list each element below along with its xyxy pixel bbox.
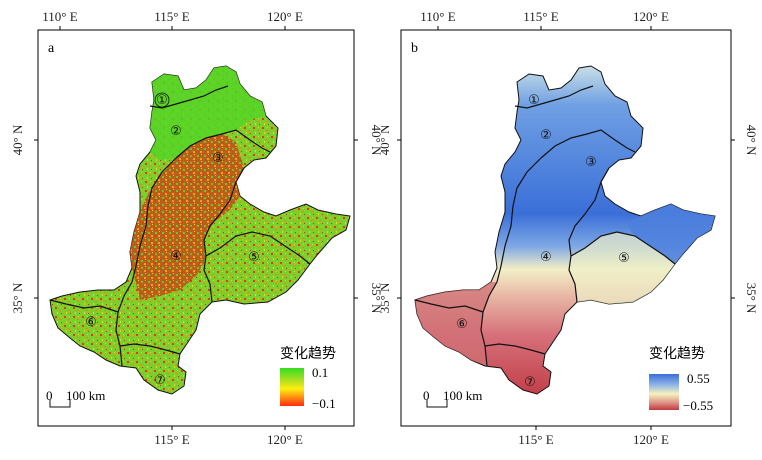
map-frame [400,29,732,427]
top-tick-label: 115° E [154,9,189,24]
right-tick-label: 40° N [744,125,759,156]
left-tick-label: 40° N [381,124,392,155]
legend: 变化趋势 0.55 −0.55 [649,346,713,413]
region-label-3: ③ [212,151,224,166]
region-fill-east-blue [627,204,715,264]
bottom-tick-label: 115° E [154,432,189,447]
legend-max-label: 0.55 [687,371,710,386]
region-label-1: ① [528,93,540,108]
bottom-tick-label: 115° E [518,432,553,447]
region-label-7: ⑦ [154,373,166,388]
study-area-map [414,65,716,395]
top-tick-label: 120° E [633,9,669,24]
region-label-3: ③ [585,155,597,170]
right-tick-label: 40° N [369,125,381,156]
scale-bar-start: 0 [46,388,53,403]
legend: 变化趋势 0.1 −0.1 [280,346,336,411]
panel-letter: a [48,41,55,56]
legend-max-label: 0.1 [312,365,328,380]
legend-min-label: −0.55 [683,398,713,413]
map-frame [37,29,355,427]
right-tick-label: 35° N [369,283,381,314]
region-label-7: ⑦ [524,375,536,390]
bottom-tick-label: 120° E [267,432,303,447]
legend-min-label: −0.1 [312,396,336,411]
region-fill-southwest [415,282,497,366]
map-panel-b: 110° E 115° E 120° E 115° E 120° E 40° N… [377,0,762,455]
scale-bar-end: 100 km [66,388,105,403]
scale-bar-end: 100 km [443,388,482,403]
left-tick-label: 35° N [10,282,25,313]
region-label-4: ④ [540,250,552,265]
legend-color-bar [280,368,304,406]
region-fill-north [150,66,266,160]
study-area-map [49,65,351,395]
region-label-5: ⑤ [618,251,630,266]
left-tick-label: 35° N [381,282,392,313]
region-label-5: ⑤ [248,250,260,265]
right-tick-label: 35° N [744,283,759,314]
scale-bar: 0 100 km [423,388,482,408]
region-label-2: ② [170,124,182,139]
region-label-1: ① [156,93,168,108]
region-fill-central [130,134,244,300]
top-tick-label: 110° E [420,9,455,24]
top-tick-label: 120° E [267,9,303,24]
region-label-2: ② [540,128,552,143]
legend-color-bar [649,374,679,410]
region-label-6: ⑥ [85,315,97,330]
region-label-6: ⑥ [456,317,468,332]
legend-title: 变化趋势 [649,346,705,362]
tick-marks [397,26,735,430]
top-tick-label: 110° E [42,9,77,24]
map-panel-a: 110° E 115° E 120° E 115° E 120° E 40° N… [0,0,384,455]
left-tick-label: 40° N [10,124,25,155]
tick-marks [34,26,358,430]
bottom-tick-label: 120° E [633,432,669,447]
scale-bar-start: 0 [423,388,430,403]
panel-letter: b [411,41,418,56]
region-label-4: ④ [170,249,182,264]
region-boundaries [414,85,676,367]
legend-title: 变化趋势 [280,346,336,362]
region-fill-east [569,232,675,304]
region-boundaries [49,85,311,367]
scale-bar: 0 100 km [46,388,105,408]
top-tick-label: 115° E [523,9,558,24]
